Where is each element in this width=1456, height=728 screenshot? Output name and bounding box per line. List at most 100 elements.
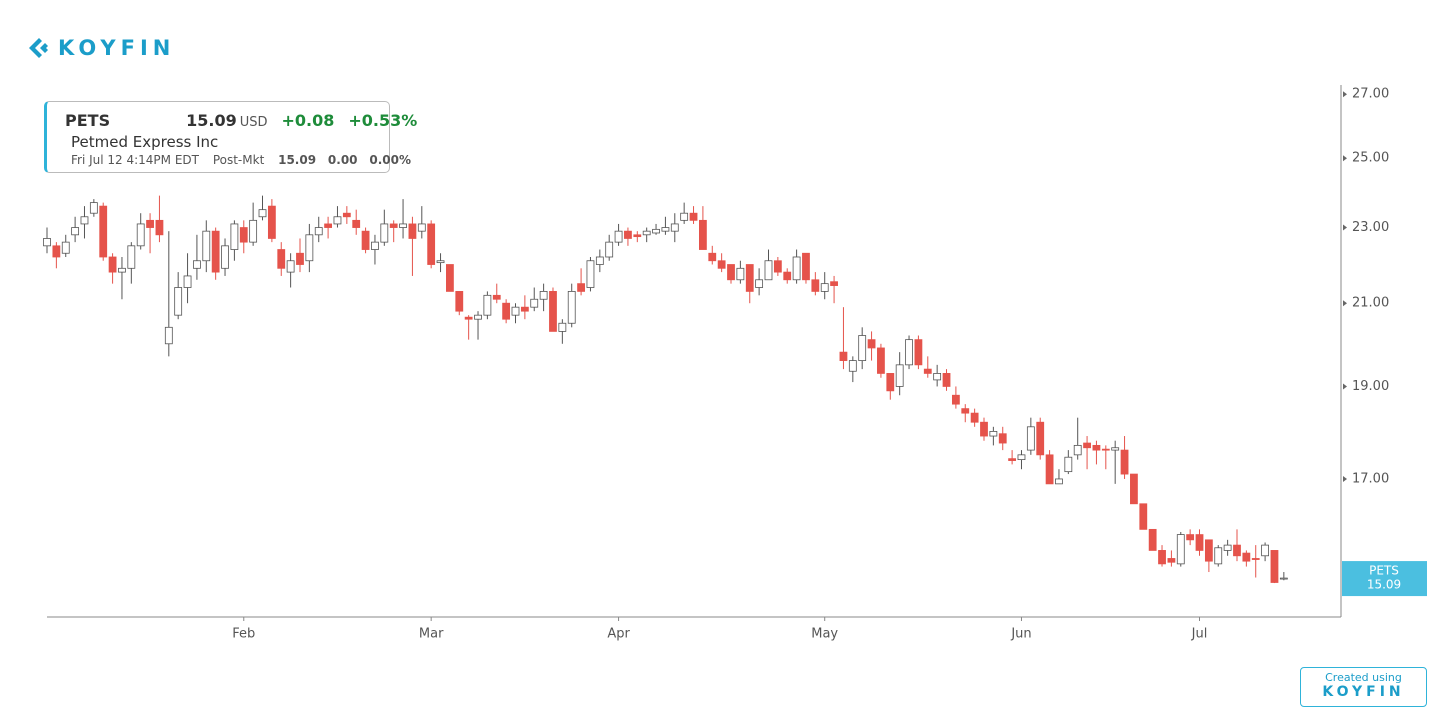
post-change-pct: 0.00% <box>369 153 411 167</box>
candle-body <box>633 234 642 238</box>
price-tag-symbol: PETS <box>1369 564 1399 578</box>
candle-body <box>464 316 473 320</box>
candle-body <box>830 281 838 286</box>
x-tick-label: Jun <box>1010 627 1031 642</box>
candle-body <box>164 326 173 345</box>
candle-body <box>970 412 979 423</box>
credit-box[interactable]: Created using KOYFIN <box>1300 667 1427 707</box>
candle-body <box>43 238 51 247</box>
candle-body <box>146 219 154 228</box>
candle-body <box>764 260 773 281</box>
y-tick <box>1343 475 1347 482</box>
candle-body <box>989 431 998 437</box>
candle-body <box>614 230 623 243</box>
y-tick-label: 17.00 <box>1352 471 1389 486</box>
candle-body <box>773 260 782 273</box>
candle-body <box>1186 534 1195 541</box>
candle-body <box>193 260 201 269</box>
candle-body <box>1111 447 1120 451</box>
candle-body <box>455 291 464 312</box>
credit-text: Created using <box>1325 671 1402 684</box>
candle-body <box>1130 473 1138 505</box>
post-change: 0.00 <box>327 153 358 167</box>
candle-body <box>736 267 745 281</box>
price-tag <box>1342 561 1427 597</box>
candle-body <box>577 283 585 292</box>
candle-body <box>586 260 595 288</box>
candle-body <box>80 216 89 225</box>
logo-icon <box>29 38 48 58</box>
candle-body <box>108 256 117 273</box>
candle-body <box>202 230 211 262</box>
candle-body <box>1167 558 1176 563</box>
x-tick-label: Jul <box>1191 627 1208 642</box>
candle-body <box>446 264 454 292</box>
candle-body <box>699 219 707 250</box>
candle-body <box>1036 421 1045 456</box>
candle-body <box>549 291 557 332</box>
candle-body <box>811 279 820 292</box>
candle-body <box>895 364 904 387</box>
candle-body <box>155 219 164 236</box>
candle-body <box>980 421 988 437</box>
candle-body <box>755 279 764 288</box>
candle-body <box>727 264 735 281</box>
candle-body <box>951 394 960 405</box>
x-tick-label: Apr <box>607 627 630 642</box>
candle-body <box>1055 478 1063 485</box>
candle-body <box>605 241 614 258</box>
candle-body <box>624 230 632 239</box>
candle-body <box>230 223 239 250</box>
candle-body <box>249 219 258 243</box>
candle-body <box>783 271 792 281</box>
candle-body <box>380 223 389 243</box>
quote-box: PETS 15.09 USD +0.08 +0.53% Petmed Expre… <box>44 101 417 173</box>
candle-body <box>595 256 604 265</box>
company-name: Petmed Express Inc <box>71 133 219 151</box>
candle-body <box>1242 552 1251 562</box>
candle-body <box>136 223 145 247</box>
candle-body <box>886 373 895 392</box>
candle-body <box>1017 454 1026 461</box>
candle-body <box>942 373 951 387</box>
candle-body <box>1251 558 1260 560</box>
candle-body <box>118 267 126 273</box>
candle-body <box>408 223 417 239</box>
candle-body <box>1279 577 1288 580</box>
price: 15.09 <box>186 111 237 130</box>
candle-body <box>211 230 220 273</box>
candle-body <box>342 212 351 218</box>
candle-body <box>520 306 529 312</box>
y-tick-label: 23.00 <box>1352 220 1389 235</box>
candle-body <box>483 294 492 316</box>
candle-body <box>286 260 295 273</box>
candle-body <box>1233 544 1241 557</box>
candle-body <box>708 252 717 262</box>
candle-body <box>1139 503 1148 530</box>
candle-body <box>1148 528 1157 551</box>
y-tick-label: 19.00 <box>1352 379 1389 394</box>
candle-body <box>858 335 867 361</box>
candle-body <box>221 245 229 269</box>
candle-body <box>1092 444 1101 451</box>
candle-body <box>52 245 61 258</box>
candle-body <box>61 241 70 254</box>
logo[interactable]: KOYFIN <box>28 36 175 60</box>
candle-body <box>399 223 407 228</box>
candle-body <box>1223 544 1232 551</box>
post-price: 15.09 <box>278 153 317 167</box>
candle-body <box>923 368 932 374</box>
candle-body <box>427 223 436 265</box>
candle-body <box>174 287 183 316</box>
x-tick-label: Mar <box>419 627 444 642</box>
candle-body <box>680 212 689 221</box>
candle-body <box>1101 448 1110 451</box>
candle-body <box>1158 550 1166 565</box>
candle-body <box>998 433 1007 444</box>
candle-body <box>661 227 670 232</box>
candle-body <box>867 339 876 349</box>
candle-body <box>1008 458 1017 461</box>
price-tag-value: 15.09 <box>1367 578 1401 592</box>
candle-body <box>389 223 398 228</box>
